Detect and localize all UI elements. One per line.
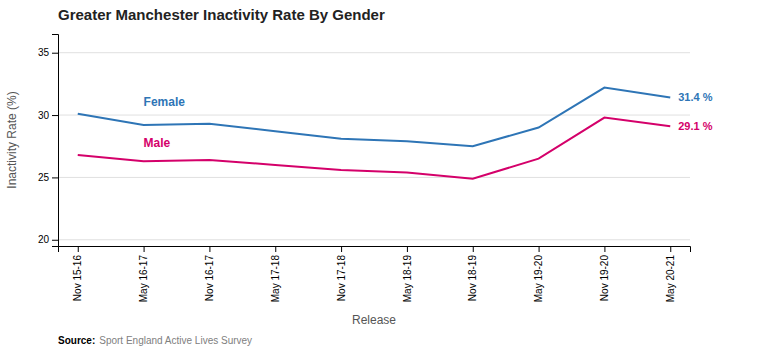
x-axis-title: Release [352, 313, 396, 327]
source: Source: Sport England Active Lives Survey [58, 335, 252, 346]
source-text: Sport England Active Lives Survey [99, 335, 252, 346]
y-tick-label: 20 [38, 234, 50, 245]
chart: 20 25 30 35 Nov 15-16 May 16-17 Nov 16-17 May 1… [0, 0, 760, 350]
x-tick-mark [78, 246, 79, 252]
x-tick-mark [604, 246, 605, 252]
grid [58, 53, 690, 240]
y-axis: 20 25 30 35 [38, 35, 59, 247]
grid-line [58, 239, 690, 240]
y-tick-mark [52, 177, 58, 178]
x-tick: May 16-17 [138, 246, 149, 302]
x-axis: Nov 15-16 May 16-17 Nov 16-17 May 17-18 Nov … [59, 246, 691, 302]
y-tick-label: 25 [38, 172, 50, 183]
data-label: 29.1 % [678, 120, 712, 132]
lines [78, 88, 671, 179]
x-tick: May 18-19 [402, 246, 413, 302]
data-label: 31.4 % [678, 91, 712, 103]
series-label: Female [144, 95, 186, 109]
y-tick-mark [52, 53, 58, 54]
x-tick-label: Nov 19-20 [599, 255, 610, 302]
series-line [78, 118, 671, 179]
x-tick-label: Nov 18-19 [467, 255, 478, 302]
x-tick-mark [341, 246, 342, 252]
title: Greater Manchester Inactivity Rate By Ge… [58, 6, 385, 23]
x-tick-label: May 17-18 [270, 255, 281, 303]
y-tick: 35 [38, 47, 58, 58]
x-tick-mark [539, 246, 540, 252]
x-tick: May 20-21 [665, 246, 676, 302]
x-tick-mark [473, 246, 474, 252]
x-tick-label: May 16-17 [138, 255, 149, 303]
x-tick-label: May 20-21 [665, 255, 676, 303]
source-text: Source: [58, 335, 95, 346]
x-tick: Nov 18-19 [467, 246, 478, 301]
y-axis-title: Inactivity Rate (%) [5, 91, 19, 188]
y-tick-label: 35 [38, 47, 50, 58]
x-tick-label: Nov 17-18 [336, 255, 347, 302]
x-tick: Nov 15-16 [72, 246, 83, 301]
x-tick-label: Nov 16-17 [204, 255, 215, 302]
x-tick: Nov 17-18 [336, 246, 347, 301]
labels: Female 31.4 % Male 29.1 % [144, 91, 713, 150]
y-tick-mark [52, 115, 58, 116]
series-label: Male [144, 136, 171, 150]
grid-line [58, 177, 690, 178]
x-tick-mark [407, 246, 408, 252]
x-tick: Nov 19-20 [599, 246, 610, 301]
x-tick: May 17-18 [270, 246, 281, 302]
x-tick-mark [670, 246, 671, 252]
y-tick: 20 [38, 234, 58, 245]
grid-line [58, 52, 690, 53]
y-tick: 30 [38, 110, 58, 121]
y-tick-label: 30 [38, 110, 50, 121]
x-tick-mark [275, 246, 276, 252]
y-tick: 25 [38, 172, 58, 183]
x-tick-label: May 18-19 [402, 255, 413, 303]
x-tick-label: Nov 15-16 [72, 255, 83, 302]
x-tick: Nov 16-17 [204, 246, 215, 301]
x-tick-mark [209, 246, 210, 252]
x-axis-line [59, 247, 691, 253]
grid-line [58, 115, 690, 116]
y-tick-mark [52, 240, 58, 241]
x-tick: May 19-20 [533, 246, 544, 302]
y-axis-line [52, 35, 59, 247]
plot: 20 25 30 35 Nov 15-16 May 16-17 Nov 16-17 May 1… [38, 35, 713, 303]
x-tick-label: May 19-20 [533, 255, 544, 303]
x-tick-mark [144, 246, 145, 252]
